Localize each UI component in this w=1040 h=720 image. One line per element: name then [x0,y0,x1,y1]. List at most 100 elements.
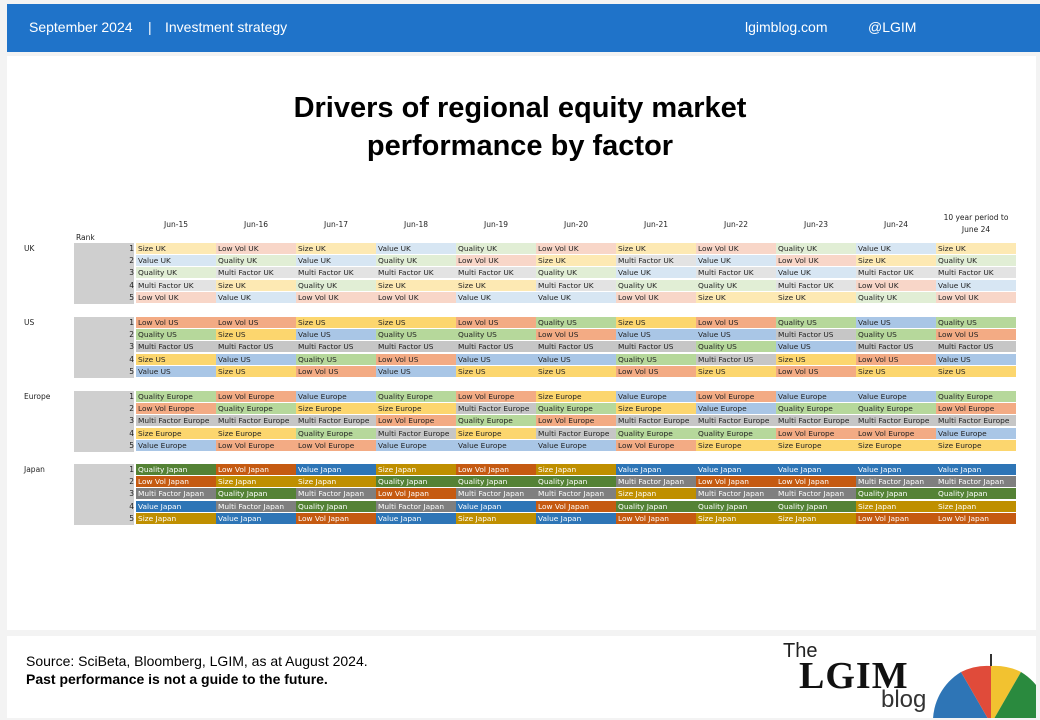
factor-cell: Low Vol US [136,317,216,328]
rank-number: 1 [129,318,134,327]
factor-cell: Quality US [696,341,776,353]
factor-cell: Size Japan [856,500,936,512]
factor-cell: Low Vol Japan [376,488,456,500]
source-note: Source: SciBeta, Bloomberg, LGIM, as at … [26,653,368,669]
factor-cell: Low Vol US [856,353,936,365]
factor-cell: Low Vol Japan [456,464,536,475]
column-header: Jun-21 [644,220,668,229]
factor-cell: Low Vol UK [696,243,776,254]
factor-cell: Multi Factor Europe [776,415,856,427]
factor-cell: Size UK [536,255,616,267]
column-header: Jun-20 [564,220,588,229]
factor-cell: Multi Factor US [856,341,936,353]
factor-cell: Quality US [536,317,616,328]
factor-cell: Value Japan [856,464,936,475]
factor-cell: Low Vol US [376,353,456,365]
header-date: September 2024 [29,19,133,35]
factor-cell: Quality Europe [216,403,296,415]
factor-cell: Low Vol Europe [936,403,1016,415]
factor-cell: Quality US [616,353,696,365]
region-gray-band [74,317,134,378]
factor-cell: Size UK [376,279,456,291]
factor-cell: Low Vol UK [296,291,376,303]
rank-number: 1 [129,465,134,474]
factor-cell: Size Japan [536,464,616,475]
region-gray-band [74,243,134,304]
factor-cell: Size Europe [936,439,1016,451]
factor-cell: Value Europe [136,439,216,451]
factor-cell: Multi Factor Europe [296,415,376,427]
factor-cell: Value Japan [376,512,456,524]
factor-cell: Multi Factor US [616,341,696,353]
factor-cell: Quality Japan [936,488,1016,500]
factor-cell: Multi Factor US [776,329,856,341]
factor-cell: Quality US [376,329,456,341]
factor-cell: Size Europe [696,439,776,451]
factor-cell: Quality UK [536,267,616,279]
factor-cell: Low Vol US [216,317,296,328]
factor-cell: Quality Europe [776,403,856,415]
factor-cell: Multi Factor Europe [536,427,616,439]
factor-cell: Low Vol US [776,365,856,377]
factor-cell: Quality Europe [296,427,376,439]
factor-cell: Value UK [536,291,616,303]
factor-cell: Quality Japan [296,500,376,512]
factor-cell: Multi Factor Japan [616,476,696,488]
factor-cell: Size Europe [856,439,936,451]
factor-cell: Value Japan [136,500,216,512]
factor-cell: Value Europe [456,439,536,451]
factor-cell: Low Vol Japan [616,512,696,524]
factor-cell: Value Japan [216,512,296,524]
column-header: 10 year period to June 24 [943,213,1009,234]
factor-cell: Quality Europe [616,427,696,439]
factor-cell: Value Europe [536,439,616,451]
column-header: Jun-16 [244,220,268,229]
factor-cell: Value US [696,329,776,341]
factor-cell: Value UK [216,291,296,303]
column-header: Jun-19 [484,220,508,229]
factor-cell: Low Vol Japan [776,476,856,488]
factor-cell: Low Vol UK [216,243,296,254]
header-twitter-handle[interactable]: @LGIM [868,19,917,35]
column-header: Jun-15 [164,220,188,229]
factor-cell: Size Europe [536,391,616,402]
header-category[interactable]: Investment strategy [165,19,288,35]
factor-cell: Quality UK [616,279,696,291]
rank-number: 4 [129,428,134,438]
factor-cell: Low Vol Japan [936,512,1016,524]
factor-cell: Size Japan [696,512,776,524]
factor-cell: Quality Japan [216,488,296,500]
factor-cell: Low Vol Europe [296,439,376,451]
logo-blog-text: blog [881,686,927,713]
factor-cell: Value UK [936,279,1016,291]
factor-cell: Multi Factor UK [536,279,616,291]
factor-cell: Value US [376,365,456,377]
footer-panel: Source: SciBeta, Bloomberg, LGIM, as at … [7,636,1036,718]
factor-cell: Value Japan [936,464,1016,475]
factor-cell: Size Japan [376,464,456,475]
factor-cell: Low Vol Japan [136,476,216,488]
factor-cell: Quality Europe [936,391,1016,402]
factor-cell: Value Europe [936,427,1016,439]
factor-cell: Value Europe [696,403,776,415]
factor-cell: Multi Factor Japan [776,488,856,500]
header-site-link[interactable]: lgimblog.com [745,19,828,35]
region-label: Japan [24,465,45,474]
factor-cell: Low Vol Japan [536,500,616,512]
rank-number: 1 [129,392,134,401]
factor-cell: Size US [216,329,296,341]
factor-cell: Multi Factor US [936,341,1016,353]
rank-number: 5 [129,513,134,523]
factor-cell: Multi Factor Japan [856,476,936,488]
page-title-line-2: performance by factor [366,130,674,162]
factor-cell: Multi Factor US [136,341,216,353]
factor-cell: Size US [696,365,776,377]
column-header: Jun-17 [324,220,348,229]
rank-number: 5 [129,440,134,450]
factor-cell: Value Europe [616,391,696,402]
rank-number: 3 [129,342,134,352]
factor-cell: Low Vol US [536,329,616,341]
factor-cell: Multi Factor Europe [216,415,296,427]
factor-cell: Value Japan [616,464,696,475]
region-gray-band [74,391,134,452]
